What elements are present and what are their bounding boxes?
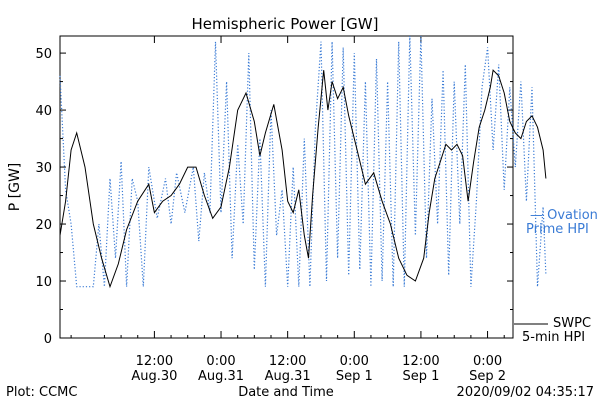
y-tick-label: 20 bbox=[35, 218, 52, 233]
plot-timestamp: 2020/09/02 04:35:17 bbox=[457, 385, 594, 400]
y-tick-label: 50 bbox=[35, 47, 52, 62]
legend-ovation-label-2: Prime HPI bbox=[526, 222, 589, 237]
x-tick-label-date: Aug.30 bbox=[131, 369, 177, 384]
x-tick-label-date: Sep 1 bbox=[402, 369, 439, 384]
chart-title: Hemispheric Power [GW] bbox=[192, 15, 379, 33]
legend-swpc-label-2: 5-min HPI bbox=[522, 330, 585, 345]
legend-ovation-label-1: — Ovation bbox=[530, 208, 598, 223]
x-axis-label: Date and Time bbox=[238, 385, 334, 400]
x-tick-label-time: 12:00 bbox=[269, 354, 306, 369]
series-layer bbox=[59, 35, 547, 289]
plot-credit: Plot: CCMC bbox=[6, 385, 77, 400]
x-tick-label-date: Aug.31 bbox=[198, 369, 244, 384]
series-swpc-line bbox=[59, 69, 547, 289]
y-tick-label: 10 bbox=[35, 275, 52, 290]
x-tick-label-date: Aug.31 bbox=[265, 369, 311, 384]
x-axis-ticks: 12:00Aug.300:00Aug.3112:00Aug.310:00Sep … bbox=[70, 36, 506, 384]
legend-swpc-label-1: SWPC bbox=[553, 316, 591, 331]
y-tick-label: 30 bbox=[35, 161, 52, 176]
x-tick-label-time: 0:00 bbox=[473, 354, 502, 369]
y-tick-label: 40 bbox=[35, 104, 52, 119]
x-tick-label-date: Sep 2 bbox=[469, 369, 506, 384]
x-tick-label-time: 12:00 bbox=[402, 354, 439, 369]
y-axis-label: P [GW] bbox=[7, 163, 23, 212]
x-tick-label-time: 0:00 bbox=[340, 354, 369, 369]
x-tick-label-date: Sep 1 bbox=[336, 369, 373, 384]
series-ovation-line bbox=[59, 35, 547, 288]
x-tick-label-time: 12:00 bbox=[136, 354, 173, 369]
y-axis-ticks: 0 10 20 30 40 50 bbox=[35, 47, 513, 347]
y-tick-label: 0 bbox=[44, 332, 52, 347]
plot-frame bbox=[59, 35, 514, 339]
x-tick-label-time: 0:00 bbox=[206, 354, 235, 369]
